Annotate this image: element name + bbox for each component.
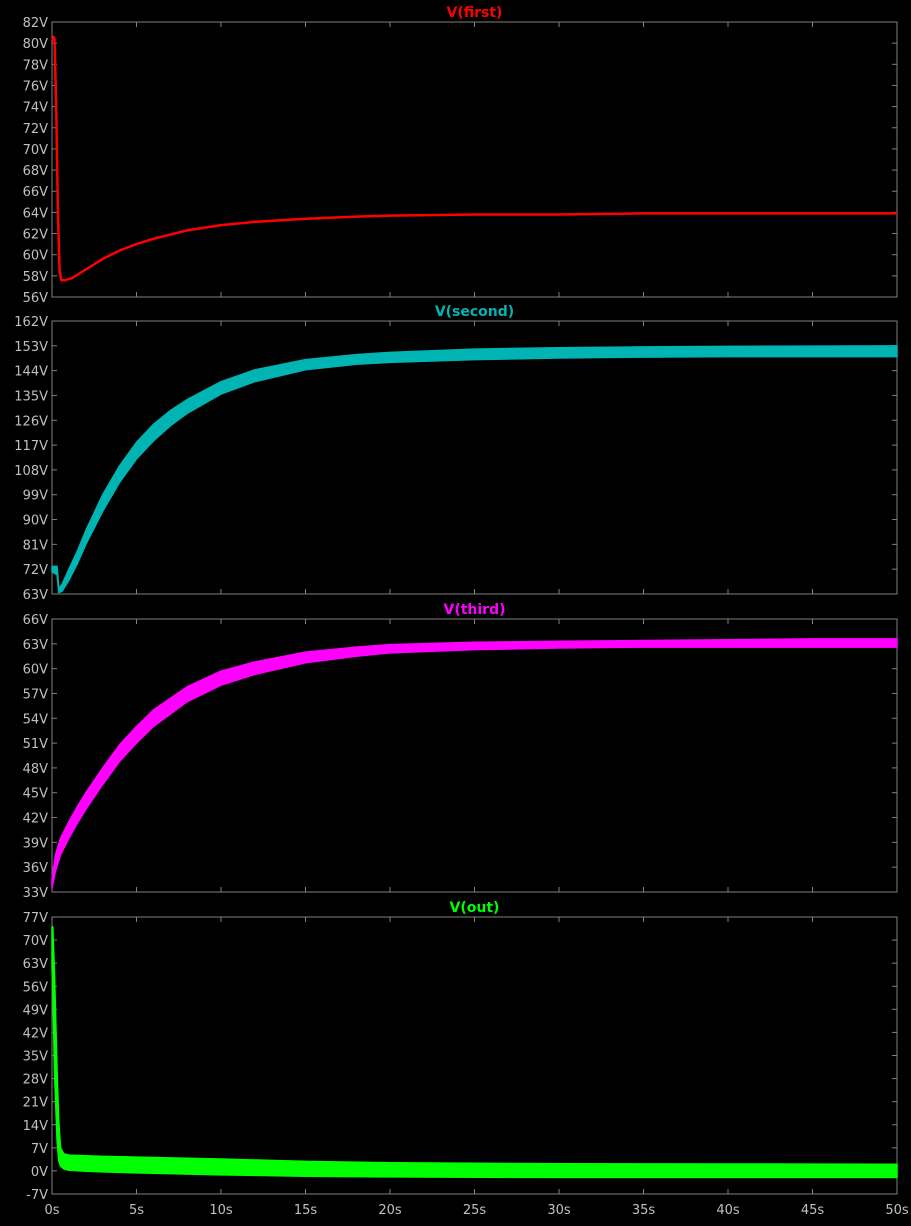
y-tick-label: 58V	[23, 270, 49, 285]
y-tick-label: 56V	[23, 291, 49, 306]
x-tick-label: 0s	[44, 1203, 59, 1218]
pane-title: V(third)	[443, 602, 505, 618]
y-tick-label: 7V	[31, 1142, 48, 1157]
y-tick-label: 33V	[23, 886, 49, 901]
y-tick-label: 72V	[23, 563, 49, 578]
y-tick-label: 70V	[23, 934, 49, 949]
pane-3: V(third) 33V 36V 39V 42V 45V 48V 51V 54V 57V 60V 63…	[23, 602, 898, 901]
pane-frame	[51, 21, 898, 298]
pane-2: V(second) 63V 72V 81V 90V 99V 108V 117V 126V 135V…	[14, 304, 898, 603]
series-band	[51, 926, 898, 1179]
y-tick-label: 62V	[23, 228, 49, 243]
y-tick-label: 135V	[14, 389, 48, 404]
y-tick-label: 78V	[23, 58, 49, 73]
pane-title: V(first)	[447, 5, 503, 21]
pane-1: V(first) 56V 58V 60V 62V 64V 66V 68V 70V 72V 74V 76…	[23, 5, 898, 306]
y-tick-label: 64V	[23, 206, 49, 221]
x-tick-label: 30s	[547, 1203, 571, 1218]
y-tick-label: 66V	[23, 613, 49, 628]
y-tick-label: 74V	[23, 101, 49, 116]
x-tick-label: 45s	[801, 1203, 825, 1218]
y-tick-label: 57V	[23, 687, 49, 702]
y-tick-label: 54V	[23, 712, 49, 727]
y-tick-label: 117V	[14, 439, 48, 454]
y-tick-label: 63V	[23, 588, 49, 603]
pane-frame	[51, 916, 898, 1195]
y-tick-label: 76V	[23, 79, 49, 94]
y-tick-label: 82V	[23, 16, 49, 31]
y-tick-label: 42V	[23, 812, 49, 827]
y-tick-label: 56V	[23, 980, 49, 995]
y-tick-label: 153V	[14, 340, 48, 355]
y-tick-label: 126V	[14, 414, 48, 429]
pane-4: V(out) -7V 0V 7V 14V 21V 28V 35V 42V 49V 56V 63V 70V…	[23, 900, 909, 1218]
pane-frame	[51, 320, 898, 595]
y-tick-label: 21V	[23, 1096, 49, 1111]
y-tick-label: 42V	[23, 1026, 49, 1041]
y-tick-label: 51V	[23, 737, 49, 752]
y-tick-label: 14V	[23, 1119, 49, 1134]
x-tick-label: 15s	[294, 1203, 318, 1218]
series-band	[51, 638, 898, 889]
y-tick-label: 90V	[23, 514, 49, 529]
y-tick-label: -7V	[26, 1188, 48, 1203]
series-line	[50, 35, 897, 282]
y-tick-label: 28V	[23, 1073, 49, 1088]
y-tick-label: 60V	[23, 663, 49, 678]
pane-frame	[51, 618, 898, 893]
y-tick-label: 60V	[23, 249, 49, 264]
y-tick-label: 48V	[23, 762, 49, 777]
y-tick-label: 45V	[23, 787, 49, 802]
x-tick-label: 25s	[463, 1203, 487, 1218]
y-tick-label: 39V	[23, 836, 49, 851]
x-tick-label: 10s	[209, 1203, 233, 1218]
series-band	[51, 345, 898, 594]
x-tick-label: 50s	[885, 1203, 909, 1218]
y-tick-label: 0V	[31, 1165, 48, 1180]
y-tick-label: 80V	[23, 37, 49, 52]
y-tick-label: 162V	[14, 315, 48, 330]
x-tick-label: 40s	[716, 1203, 740, 1218]
pane-title: V(out)	[450, 900, 500, 916]
y-tick-label: 144V	[14, 365, 48, 380]
y-tick-label: 63V	[23, 638, 49, 653]
y-tick-label: 36V	[23, 861, 49, 876]
y-tick-label: 77V	[23, 911, 49, 926]
x-tick-label: 5s	[129, 1203, 144, 1218]
y-tick-label: 68V	[23, 164, 49, 179]
y-tick-label: 108V	[14, 464, 48, 479]
x-tick-label: 20s	[378, 1203, 402, 1218]
x-tick-label: 35s	[632, 1203, 656, 1218]
y-tick-label: 35V	[23, 1050, 49, 1065]
y-tick-label: 72V	[23, 122, 49, 137]
y-tick-label: 66V	[23, 185, 49, 200]
pane-title: V(second)	[435, 304, 514, 320]
y-tick-label: 49V	[23, 1003, 49, 1018]
y-tick-label: 70V	[23, 143, 49, 158]
y-tick-label: 81V	[23, 538, 49, 553]
y-tick-label: 63V	[23, 957, 49, 972]
y-tick-label: 99V	[23, 489, 49, 504]
